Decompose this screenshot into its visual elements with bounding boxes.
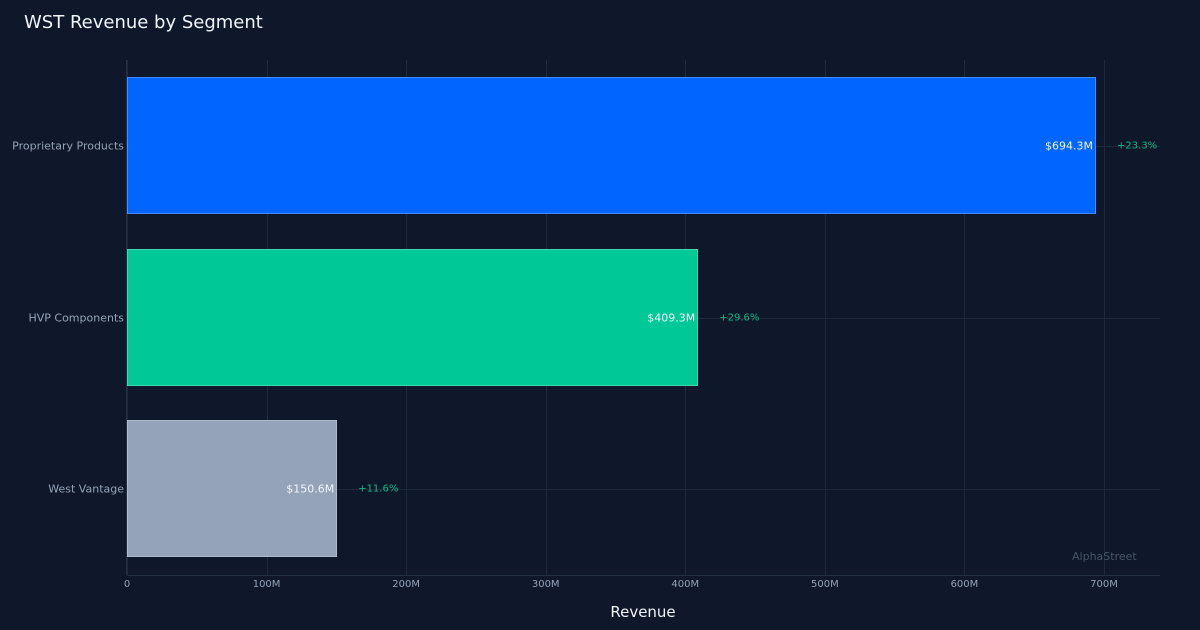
x-gridline <box>1104 60 1105 575</box>
bar-proprietary-products[interactable] <box>127 77 1097 214</box>
x-axis-line <box>127 575 1160 576</box>
x-gridline <box>964 60 966 575</box>
chart-title: WST Revenue by Segment <box>24 12 263 33</box>
y-category-label: West Vantage <box>48 482 124 495</box>
x-tick-label: 100M <box>252 579 281 590</box>
bar-value-label: $150.6M <box>286 482 335 495</box>
x-tick-label: 700M <box>1090 579 1118 590</box>
growth-label: +29.6% <box>719 312 760 323</box>
bar-value-label: $694.3M <box>1045 139 1094 152</box>
x-gridline <box>824 60 826 575</box>
x-axis-label: Revenue <box>610 603 676 621</box>
growth-label: +11.6% <box>358 483 399 494</box>
bar-value-label: $409.3M <box>647 311 696 324</box>
x-tick-label: 0 <box>123 579 131 590</box>
y-gridline <box>127 489 1160 490</box>
bar-hvp-components[interactable] <box>127 249 699 386</box>
growth-label: +23.3% <box>1117 140 1158 151</box>
x-tick-label: 300M <box>531 579 560 590</box>
watermark: AlphaStreet <box>1072 550 1137 563</box>
x-tick-label: 600M <box>950 579 979 590</box>
y-category-label: Proprietary Products <box>12 139 124 152</box>
x-tick-label: 400M <box>671 579 700 590</box>
y-category-label: HVP Components <box>28 311 124 324</box>
x-tick-label: 200M <box>392 579 420 590</box>
y-axis-line <box>126 60 127 575</box>
bar-west-vantage[interactable] <box>127 420 338 557</box>
x-tick-label: 500M <box>810 579 839 590</box>
